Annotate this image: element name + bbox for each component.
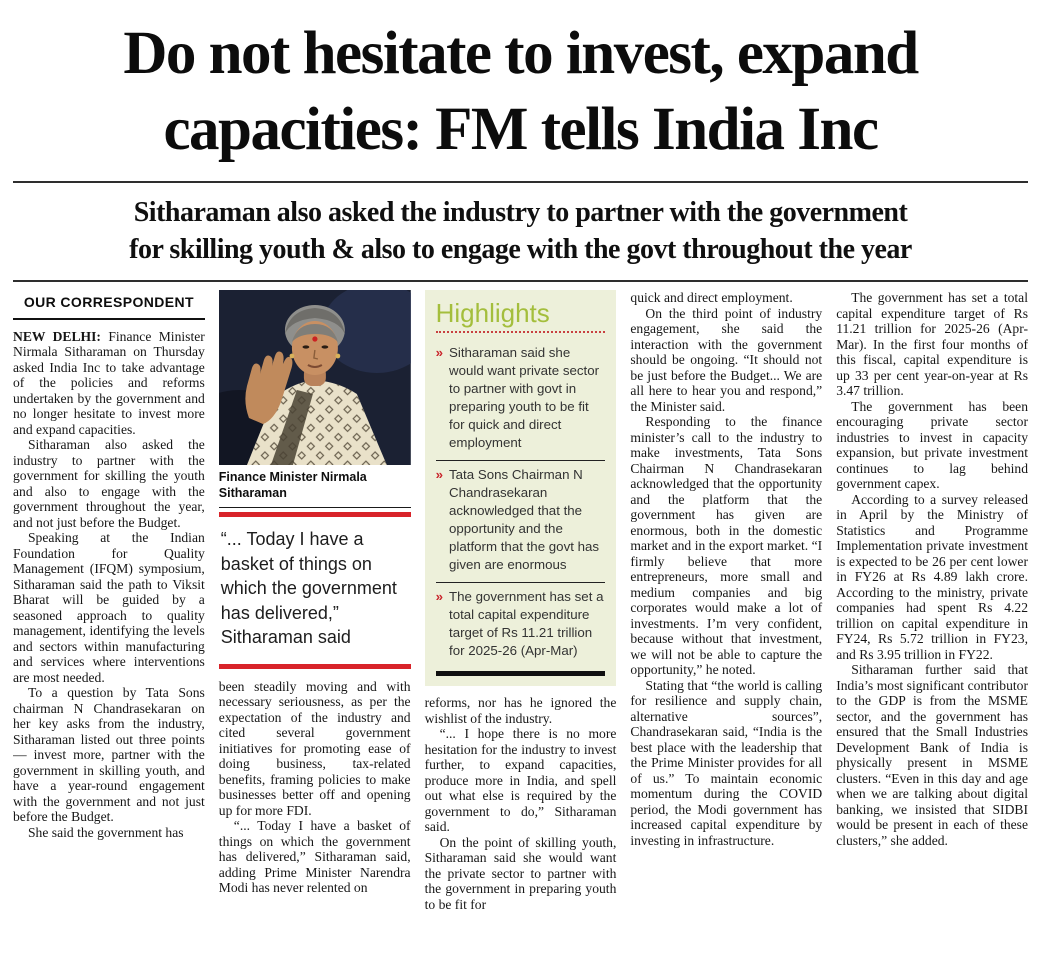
- column-5: The government has set a total capital e…: [836, 290, 1028, 938]
- highlights-bottom-bar: [435, 671, 606, 676]
- paragraph: NEW DELHI: Finance Minister Nirmala Sith…: [13, 329, 205, 438]
- newspaper-page: Do not hesitate to invest, expand capaci…: [0, 16, 1041, 938]
- paragraph: Stating that “the world is calling for r…: [630, 677, 823, 848]
- highlight-item: » The government has set a total capital…: [435, 582, 606, 668]
- minister-photo: [178, 290, 432, 490]
- chevron-bullet-icon: »: [435, 467, 443, 482]
- headline-line-1: Do not hesitate to invest, expand: [123, 20, 919, 87]
- paragraph: On the third point of industry engagemen…: [630, 305, 823, 414]
- column-3: Highlights » Sitharaman said she would w…: [424, 290, 617, 938]
- dateline: NEW DELHI:: [13, 328, 101, 344]
- paragraph: Responding to the finance minister’s cal…: [630, 414, 823, 677]
- subheadline-divider: [13, 280, 1028, 282]
- chevron-bullet-icon: »: [435, 589, 443, 604]
- headline: Do not hesitate to invest, expand capaci…: [13, 16, 1028, 168]
- paragraph: Speaking at the Indian Foundation for Qu…: [13, 530, 205, 685]
- highlight-item: » Tata Sons Chairman N Chandrasekaran ac…: [435, 460, 606, 582]
- paragraph: Sitharaman also asked the industry to pa…: [13, 437, 205, 530]
- paragraph: been steadily moving and with necessary …: [218, 678, 411, 818]
- paragraph: reforms, nor has he ignored the wishlist…: [424, 695, 617, 726]
- subheadline: Sitharaman also asked the industry to pa…: [13, 194, 1028, 268]
- highlights-dotted-rule: [435, 331, 606, 333]
- article-body: OUR CORRESPONDENT NEW DELHI: Finance Min…: [13, 290, 1028, 938]
- paragraph: She said the government has: [28, 824, 184, 840]
- highlight-text: Tata Sons Chairman N Chandrasekaran ackn…: [449, 467, 600, 572]
- paragraph: The government has been encouraging priv…: [836, 398, 1028, 492]
- paragraph: According to a survey released in April …: [836, 491, 1028, 662]
- paragraph: On the point of skilling youth, Sitharam…: [424, 834, 617, 912]
- photo-caption: Finance Minister Nirmala Sitharaman: [218, 470, 367, 500]
- byline: OUR CORRESPONDENT: [13, 290, 205, 320]
- highlight-text: The government has set a total capital e…: [449, 589, 604, 658]
- highlights-title: Highlights: [435, 298, 550, 328]
- paragraph-text: Finance Minister Nirmala Sitharaman on T…: [13, 328, 205, 437]
- chevron-bullet-icon: »: [435, 345, 443, 360]
- subheadline-line-1: Sitharaman also asked the industry to pa…: [133, 197, 908, 228]
- column-2: Finance Minister Nirmala Sitharaman “...…: [178, 290, 432, 938]
- highlight-text: Sitharaman said she would want private s…: [449, 345, 600, 450]
- paragraph: quick and direct employment.: [630, 290, 793, 305]
- highlights-box: Highlights » Sitharaman said she would w…: [424, 290, 617, 686]
- paragraph: To a question by Tata Sons chairman N Ch…: [13, 685, 205, 824]
- subheadline-line-2: for skilling youth & also to engage with…: [129, 234, 912, 265]
- paragraph: “... Today I have a basket of things on …: [218, 818, 411, 895]
- headline-line-2: capacities: FM tells India Inc: [163, 96, 879, 163]
- highlight-item: » Sitharaman said she would want private…: [436, 339, 606, 460]
- column-4: quick and direct employment. On the thir…: [630, 290, 822, 938]
- pull-quote-text: “... Today I have a basket of things on …: [220, 529, 397, 647]
- paragraph: Sitharaman further said that India’s mos…: [836, 662, 1028, 848]
- paragraph: The government has set a total capital e…: [836, 290, 1028, 398]
- headline-divider: [13, 181, 1028, 183]
- column-1: OUR CORRESPONDENT NEW DELHI: Finance Min…: [13, 290, 205, 938]
- pull-quote: “... Today I have a basket of things on …: [218, 512, 411, 669]
- quote-top-rule: [218, 507, 411, 512]
- paragraph: “... I hope there is no more hesitation …: [424, 726, 617, 834]
